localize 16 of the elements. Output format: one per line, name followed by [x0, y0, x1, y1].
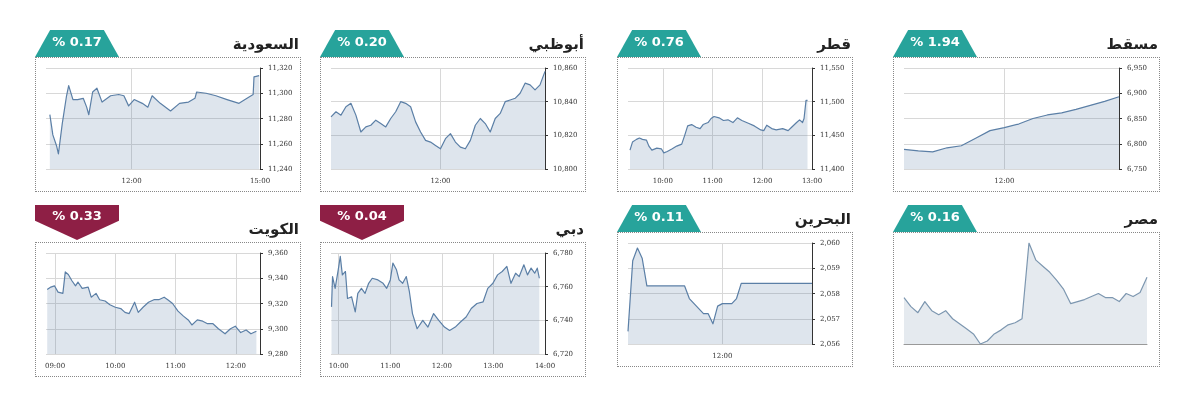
chart-title: دبي: [555, 220, 584, 238]
text: % 0.04: [336, 208, 388, 223]
text: % 0.17: [51, 34, 103, 49]
chart-title: السعودية: [232, 35, 299, 53]
text: % 0.16: [909, 209, 961, 224]
chart-title: مصر: [1124, 210, 1158, 228]
text: % 0.33: [51, 208, 103, 223]
chart-title: البحرين: [794, 210, 851, 228]
text: % 1.94: [909, 34, 961, 49]
chart-title: قطر: [817, 35, 851, 53]
text: % 0.11: [633, 209, 685, 224]
chart-title: مسقط: [1106, 35, 1158, 53]
chart-title: الكويت: [248, 220, 299, 238]
text: % 0.76: [633, 34, 685, 49]
chart-title: أبوظبي: [528, 35, 584, 53]
text: % 0.20: [336, 34, 388, 49]
